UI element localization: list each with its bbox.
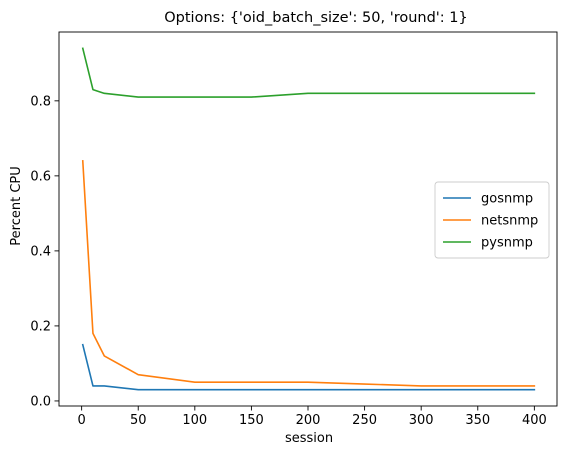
x-tick-label: 400 (522, 413, 547, 428)
legend-box (434, 181, 550, 259)
x-tick-label: 150 (239, 413, 264, 428)
legend-label-pysnmp: pysnmp (481, 236, 533, 251)
y-tick-label: 0.2 (30, 319, 51, 334)
x-axis: 0 50 100 150 200 250 300 350 400 (77, 406, 547, 428)
x-tick-label: 50 (130, 413, 147, 428)
x-tick-label: 200 (296, 413, 321, 428)
legend-label-netsnmp: netsnmp (481, 214, 538, 229)
chart-title: Options: {'oid_batch_size': 50, 'round':… (164, 10, 467, 26)
x-axis-label: session (285, 431, 333, 446)
x-tick-label: 300 (409, 413, 434, 428)
x-tick-label: 350 (465, 413, 490, 428)
x-tick-label: 0 (77, 413, 85, 428)
legend: gosnmp netsnmp pysnmp (434, 181, 550, 259)
y-tick-label: 0.8 (30, 94, 51, 109)
series-line-netsnmp (81, 160, 536, 387)
y-axis: 0.0 0.2 0.4 0.6 0.8 (30, 94, 59, 409)
series-line-gosnmp (81, 343, 536, 391)
x-tick-label: 100 (182, 413, 207, 428)
y-tick-label: 0.0 (30, 394, 51, 409)
y-axis-label: Percent CPU (9, 166, 24, 245)
legend-label-gosnmp: gosnmp (481, 192, 533, 207)
series-line-pysnmp (81, 47, 536, 98)
y-tick-label: 0.4 (30, 244, 51, 259)
x-tick-label: 250 (352, 413, 377, 428)
y-tick-label: 0.6 (30, 169, 51, 184)
